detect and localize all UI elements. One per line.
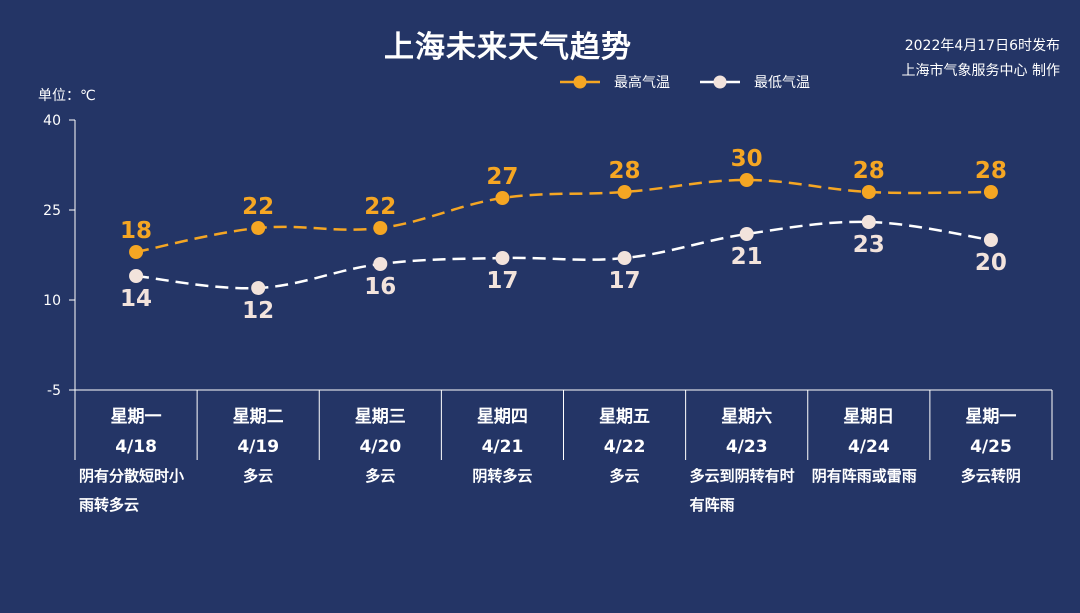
weather-description: 阴转多云 [472,467,533,485]
weather-description: 多云到阴转有时有阵雨 [689,467,795,514]
data-point-low [861,215,876,229]
data-point-high [861,185,876,199]
data-point-low [129,269,144,283]
data-label-low: 16 [364,274,396,300]
legend-low-marker [700,75,740,89]
data-label-low: 17 [609,268,641,294]
y-tick-label: 25 [43,203,61,219]
data-label-low: 14 [120,286,152,312]
data-label-low: 21 [731,244,763,270]
x-weekday-label: 星期五 [599,407,650,427]
data-point-low [495,251,510,265]
data-point-high [495,191,510,205]
x-weekday-label: 星期三 [355,407,406,427]
y-tick-label: 40 [43,113,61,129]
weather-description: 多云 [365,467,396,485]
publish-time: 2022年4月17日6时发布 [904,38,1060,54]
data-point-low [983,233,998,247]
y-tick-label: -5 [47,383,61,399]
x-date-label: 4/23 [726,437,768,457]
legend-item-high[interactable]: 最高气温 [560,72,670,92]
data-label-low: 12 [242,298,274,324]
data-point-low [617,251,632,265]
data-point-high [373,221,388,235]
x-weekday-label: 星期四 [477,407,528,427]
data-point-high [739,173,754,187]
x-weekday-label: 星期日 [843,407,894,427]
data-label-low: 23 [853,232,885,258]
legend-item-low[interactable]: 最低气温 [700,72,810,92]
x-date-label: 4/25 [970,437,1012,457]
data-label-high: 22 [242,194,274,220]
data-point-high [251,221,266,235]
x-weekday-label: 星期一 [111,407,162,427]
data-label-high: 22 [364,194,396,220]
weather-description: 多云 [243,467,274,485]
weather-description: 阴有阵雨或雷雨 [811,467,917,485]
series-line-low [135,220,992,290]
unit-label: 单位：℃ [38,88,96,104]
x-date-label: 4/21 [482,437,524,457]
data-label-low: 17 [486,268,518,294]
data-point-low [739,227,754,241]
legend-high-marker [560,75,600,89]
legend-low-label: 最低气温 [754,75,810,91]
weather-description: 多云 [609,467,640,485]
x-date-label: 4/22 [604,437,646,457]
page-title: 上海未来天气趋势 [384,30,632,65]
data-point-low [373,257,388,271]
x-date-label: 4/24 [848,437,890,457]
x-date-label: 4/18 [115,437,157,457]
publisher: 上海市气象服务中心 制作 [901,63,1060,79]
legend-high-dot [573,75,587,89]
data-label-low: 20 [975,250,1007,276]
series-line-high [135,178,991,254]
data-label-high: 28 [853,158,885,184]
chart-legend: 最高气温 最低气温 [560,72,840,92]
legend-high-label: 最高气温 [614,75,670,91]
data-label-high: 28 [975,158,1007,184]
data-label-high: 27 [486,164,518,190]
data-label-high: 18 [120,218,152,244]
x-date-label: 4/20 [359,437,401,457]
legend-low-dot [713,75,727,89]
weather-description: 多云转阴 [960,467,1021,485]
data-point-high [129,245,144,259]
weather-description: 阴有分散短时小雨转多云 [79,467,185,514]
y-tick-label: 10 [43,293,61,309]
data-point-high [617,185,632,199]
x-date-label: 4/19 [237,437,279,457]
data-point-high [983,185,998,199]
x-weekday-label: 星期一 [965,407,1016,427]
data-label-high: 30 [731,146,763,172]
x-weekday-label: 星期六 [721,406,772,427]
data-label-high: 28 [609,158,641,184]
x-weekday-label: 星期二 [233,407,284,427]
data-point-low [251,281,266,295]
